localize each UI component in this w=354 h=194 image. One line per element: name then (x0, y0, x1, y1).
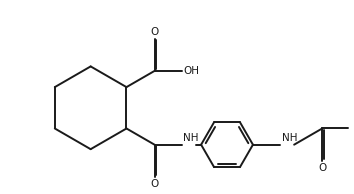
Text: NH: NH (282, 133, 297, 143)
Text: O: O (150, 27, 159, 37)
Text: O: O (318, 163, 326, 173)
Text: O: O (150, 179, 159, 189)
Text: OH: OH (184, 66, 200, 76)
Text: NH: NH (183, 133, 199, 143)
